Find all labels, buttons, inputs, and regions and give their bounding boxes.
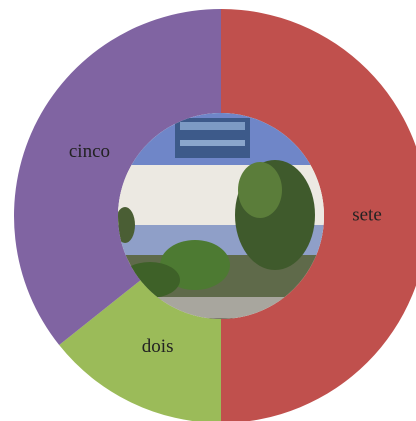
slice (59, 280, 221, 421)
center-photo (118, 113, 324, 319)
slice-label: dois (142, 336, 174, 357)
slice-label: sete (352, 204, 382, 225)
slice (221, 9, 416, 421)
slice-label: cinco (69, 141, 110, 162)
slices (14, 9, 416, 421)
slice (14, 9, 221, 346)
